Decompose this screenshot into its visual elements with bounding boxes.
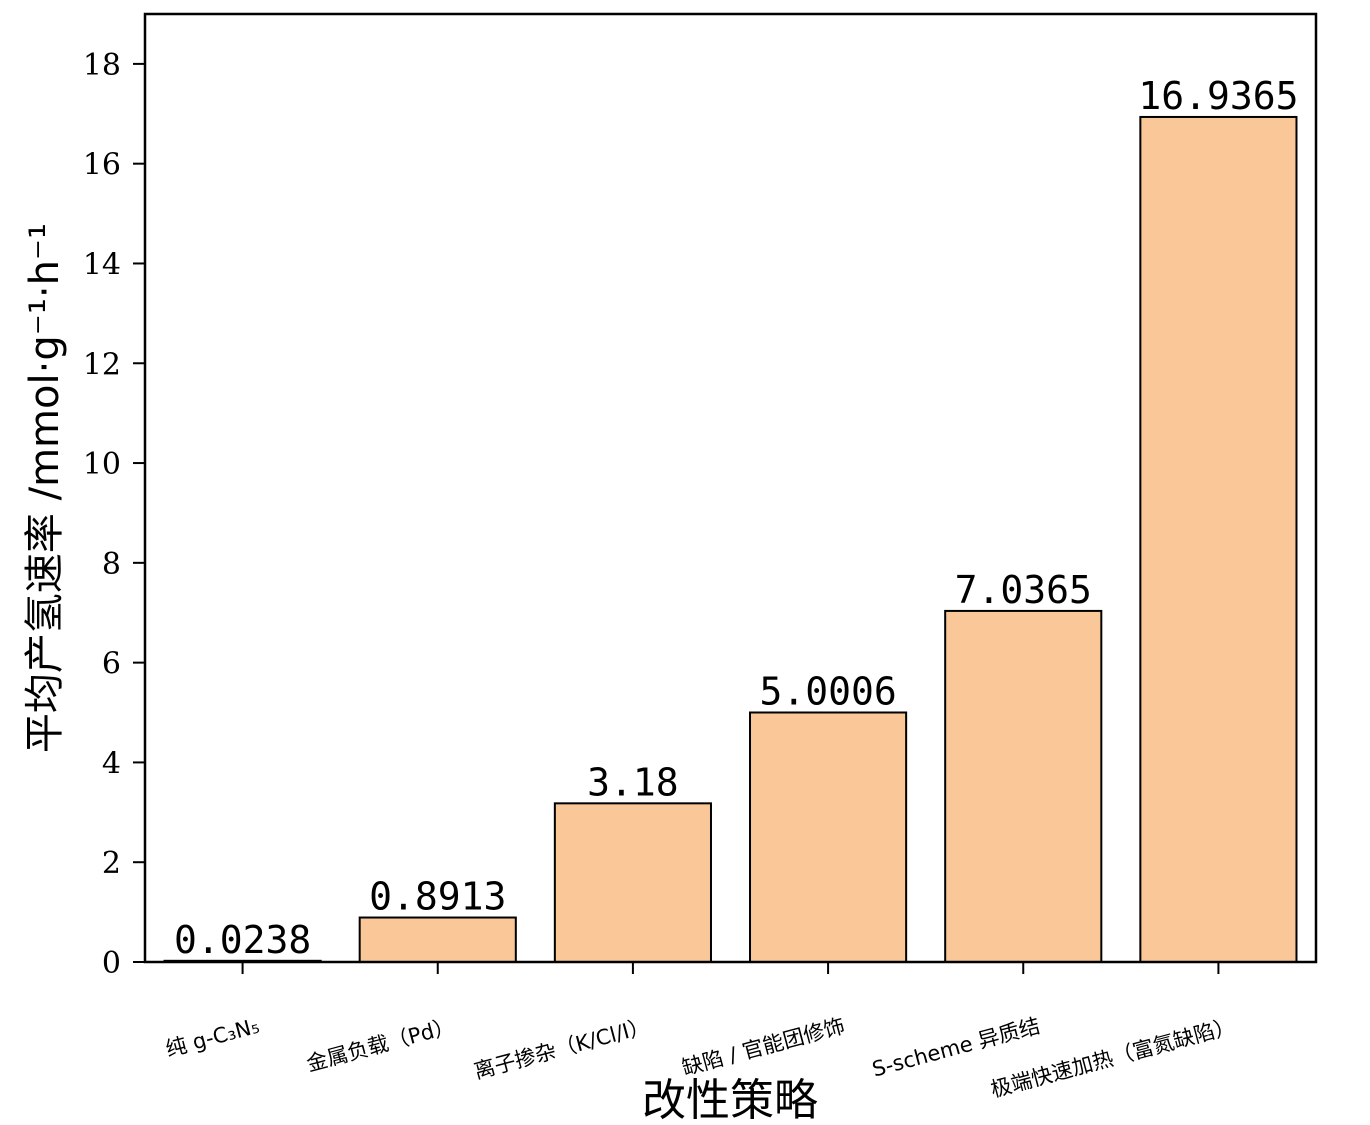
bar xyxy=(553,802,712,963)
bar xyxy=(358,916,517,963)
y-axis: 0 2 4 6 8 10 12 14 16 18 xyxy=(83,48,145,981)
y-tick-label: 2 xyxy=(102,846,121,881)
bar xyxy=(749,711,908,964)
bar xyxy=(944,609,1103,964)
data-label: 5.0006 xyxy=(759,669,896,713)
y-tick-label: 6 xyxy=(102,647,121,682)
y-tick-label: 14 xyxy=(83,247,121,282)
y-tick-label: 10 xyxy=(83,447,121,482)
value-labels: 0.0238 0.8913 3.18 5.0006 7.0365 16.9365 xyxy=(174,74,1299,962)
data-label: 0.8913 xyxy=(369,875,506,919)
x-axis-title: 改性策略 xyxy=(642,1075,818,1125)
y-tick-label: 4 xyxy=(102,746,121,781)
plot-frame xyxy=(143,12,1318,964)
data-label: 7.0365 xyxy=(955,568,1092,612)
x-tick-label: 缺陷 / 官能团修饰 xyxy=(679,1014,847,1081)
y-axis-title: 平均产氢速率 /mmol·g⁻¹·h⁻¹ xyxy=(22,223,68,753)
data-label: 16.9365 xyxy=(1138,74,1298,118)
y-tick-label: 0 xyxy=(102,946,121,981)
x-tick-label: 纯 g-C₃N₅ xyxy=(163,1014,262,1062)
y-tick-label: 16 xyxy=(83,148,121,183)
x-tick-label: 金属负载（Pd） xyxy=(304,1014,457,1077)
bar xyxy=(1139,115,1298,964)
bars-layer xyxy=(163,115,1298,964)
data-label: 3.18 xyxy=(587,760,679,804)
y-tick-label: 18 xyxy=(83,48,121,83)
y-tick-label: 12 xyxy=(83,347,121,382)
data-label: 0.0238 xyxy=(174,918,311,962)
x-tick-label: 离子掺杂（K/Cl/I） xyxy=(472,1014,653,1084)
y-tick-label: 8 xyxy=(102,547,121,582)
